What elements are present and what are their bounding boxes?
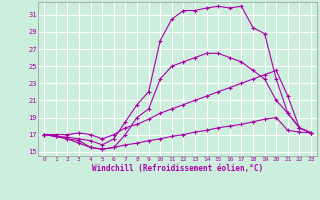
X-axis label: Windchill (Refroidissement éolien,°C): Windchill (Refroidissement éolien,°C) xyxy=(92,164,263,173)
